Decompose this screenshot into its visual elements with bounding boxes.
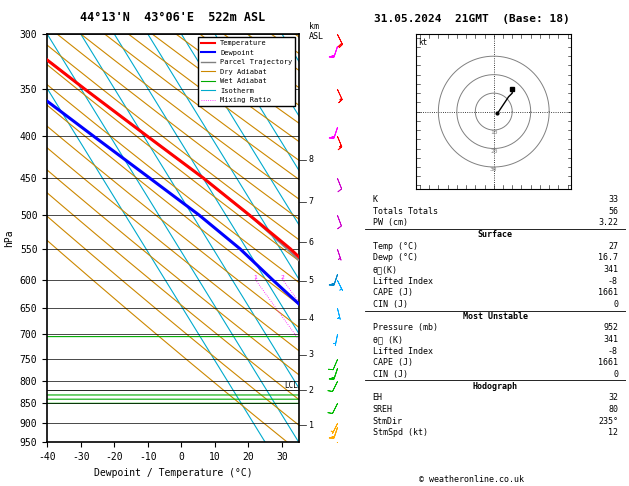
Text: Totals Totals: Totals Totals: [372, 207, 438, 216]
Text: 3: 3: [309, 350, 314, 359]
Text: km
ASL: km ASL: [309, 22, 324, 41]
Text: 341: 341: [603, 265, 618, 274]
Text: 33: 33: [608, 195, 618, 204]
Text: SREH: SREH: [372, 405, 392, 414]
Text: 12: 12: [608, 428, 618, 437]
Text: LCL: LCL: [284, 381, 298, 390]
Text: Surface: Surface: [478, 230, 513, 239]
Text: 0: 0: [613, 300, 618, 309]
Text: CIN (J): CIN (J): [372, 300, 408, 309]
Text: EH: EH: [372, 393, 382, 402]
Text: 7: 7: [309, 197, 314, 207]
Text: 30: 30: [490, 167, 498, 172]
Text: K: K: [372, 195, 377, 204]
Text: Most Unstable: Most Unstable: [463, 312, 528, 321]
Text: 2: 2: [309, 386, 314, 395]
Text: 4: 4: [309, 314, 314, 323]
X-axis label: Dewpoint / Temperature (°C): Dewpoint / Temperature (°C): [94, 468, 252, 478]
Text: © weatheronline.co.uk: © weatheronline.co.uk: [420, 474, 524, 484]
Legend: Temperature, Dewpoint, Parcel Trajectory, Dry Adiabat, Wet Adiabat, Isotherm, Mi: Temperature, Dewpoint, Parcel Trajectory…: [198, 37, 295, 106]
Text: 31.05.2024  21GMT  (Base: 18): 31.05.2024 21GMT (Base: 18): [374, 14, 570, 24]
Text: 952: 952: [603, 323, 618, 332]
Text: -8: -8: [608, 347, 618, 356]
Text: θᴄ (K): θᴄ (K): [372, 335, 403, 344]
Text: CIN (J): CIN (J): [372, 370, 408, 379]
Text: 1: 1: [253, 275, 257, 279]
Text: 1661: 1661: [598, 288, 618, 297]
Text: 80: 80: [608, 405, 618, 414]
Text: CAPE (J): CAPE (J): [372, 288, 413, 297]
Text: 44°13'N  43°06'E  522m ASL: 44°13'N 43°06'E 522m ASL: [81, 11, 265, 24]
Text: θᴄ(K): θᴄ(K): [372, 265, 398, 274]
Text: 56: 56: [608, 207, 618, 216]
Text: Lifted Index: Lifted Index: [372, 277, 433, 286]
Text: kt: kt: [418, 38, 427, 47]
Text: StmSpd (kt): StmSpd (kt): [372, 428, 428, 437]
Text: 5: 5: [309, 276, 314, 285]
Text: StmDir: StmDir: [372, 417, 403, 426]
Text: 235°: 235°: [598, 417, 618, 426]
Text: 3.22: 3.22: [598, 218, 618, 227]
Text: Dewp (°C): Dewp (°C): [372, 253, 418, 262]
Text: 20: 20: [490, 149, 498, 154]
Text: Temp (°C): Temp (°C): [372, 242, 418, 251]
Y-axis label: hPa: hPa: [4, 229, 14, 247]
Text: 6: 6: [309, 238, 314, 247]
Text: Pressure (mb): Pressure (mb): [372, 323, 438, 332]
Text: 341: 341: [603, 335, 618, 344]
Text: 8: 8: [309, 156, 314, 164]
Text: 10: 10: [490, 130, 498, 135]
Text: CAPE (J): CAPE (J): [372, 358, 413, 367]
Text: 2: 2: [281, 275, 284, 279]
Text: 32: 32: [608, 393, 618, 402]
Text: PW (cm): PW (cm): [372, 218, 408, 227]
Text: 27: 27: [608, 242, 618, 251]
Text: 16.7: 16.7: [598, 253, 618, 262]
Text: 1661: 1661: [598, 358, 618, 367]
Text: 1: 1: [309, 420, 314, 430]
Text: 0: 0: [613, 370, 618, 379]
Text: -8: -8: [608, 277, 618, 286]
Text: Hodograph: Hodograph: [473, 382, 518, 391]
Text: Lifted Index: Lifted Index: [372, 347, 433, 356]
